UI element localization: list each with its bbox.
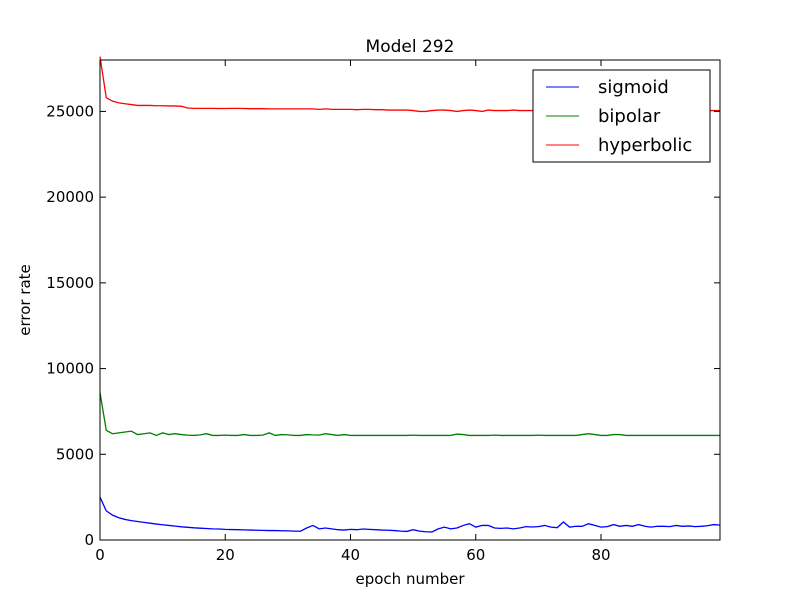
y-tick-label: 15000 — [46, 274, 94, 292]
x-tick-label: 40 — [341, 546, 360, 564]
y-tick-label: 10000 — [46, 360, 94, 378]
legend-label-bipolar: bipolar — [598, 106, 661, 127]
series-line-bipolar — [99, 392, 720, 437]
y-tick-label: 20000 — [46, 188, 94, 206]
x-tick-label: 60 — [466, 546, 485, 564]
x-tick-label: 80 — [591, 546, 610, 564]
y-axis-label: error rate — [16, 264, 34, 336]
y-tick-label: 0 — [84, 531, 94, 549]
x-axis-label: epoch number — [356, 570, 466, 588]
plot-frame — [99, 59, 721, 541]
legend-label-hyperbolic: hyperbolic — [598, 135, 692, 156]
x-tick-label: 20 — [216, 546, 235, 564]
legend-label-sigmoid: sigmoid — [598, 77, 669, 98]
y-tick-label: 25000 — [46, 102, 94, 120]
ticks-layer: 0 20 40 60 80 0 5000 10000 15000 20000 25000 — [46, 60, 720, 564]
series-line-sigmoid — [99, 496, 721, 533]
legend: sigmoid bipolar hyperbolic — [532, 69, 711, 163]
x-tick-label: 0 — [95, 546, 105, 564]
chart-title: Model 292 — [366, 37, 455, 57]
y-tick-label: 5000 — [56, 445, 94, 463]
